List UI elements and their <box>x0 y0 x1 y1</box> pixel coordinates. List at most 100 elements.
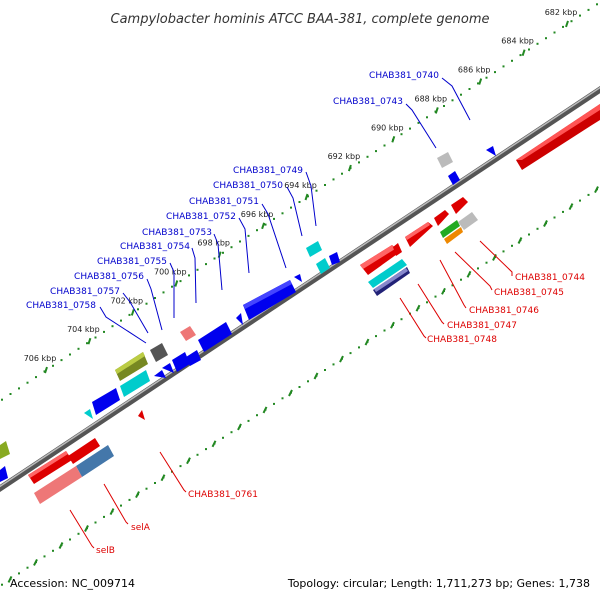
inner-tick-dash <box>543 220 548 227</box>
gene-feature-0755[interactable] <box>172 352 190 372</box>
gene-feature-0740[interactable] <box>486 146 496 156</box>
tick-dot <box>120 504 122 507</box>
tick-dot <box>485 261 488 264</box>
gene-label-0758[interactable]: CHAB381_0758 <box>26 301 96 311</box>
gene-feature-selB[interactable] <box>34 466 82 504</box>
kbp-tick <box>174 280 179 287</box>
gene-label-0750[interactable]: CHAB381_0750 <box>213 181 283 191</box>
tick-dot <box>103 330 105 333</box>
tick-dot <box>536 227 539 230</box>
tick-dot <box>536 42 539 45</box>
tick-dot <box>18 387 20 390</box>
tick-dot <box>468 88 471 90</box>
gene-label-0755[interactable]: CHAB381_0755 <box>97 257 167 267</box>
tick-dot <box>358 161 360 164</box>
tick-dot <box>154 482 156 484</box>
tick-dot <box>205 263 207 266</box>
gene-feature-0748a[interactable] <box>393 243 402 256</box>
gene-label-0753[interactable]: CHAB381_0753 <box>142 228 212 238</box>
gene-feature-0744b[interactable] <box>458 212 478 230</box>
tick-dot <box>281 397 284 400</box>
gene-label-0740[interactable]: CHAB381_0740 <box>369 71 439 81</box>
gene-feature-0758[interactable] <box>0 352 150 482</box>
gene-label-0743[interactable]: CHAB381_0743 <box>333 97 403 107</box>
tick-dot <box>9 393 12 395</box>
gene-feature-0741[interactable] <box>516 104 600 170</box>
gene-feature-0754[interactable] <box>180 326 201 366</box>
tick-dot <box>60 359 63 362</box>
kbp-tick <box>391 135 396 143</box>
topology-text: Topology: circular; Length: 1,711,273 bp… <box>287 577 590 590</box>
tick-dot <box>1 398 3 401</box>
tick-dot <box>196 268 199 271</box>
kbp-label: 706 kbp <box>24 354 57 363</box>
gene-feature-0761[interactable] <box>138 410 145 420</box>
gene-feature-0756[interactable] <box>154 363 174 378</box>
tick-dot <box>375 150 377 153</box>
label-leaders <box>69 77 513 549</box>
tick-dot <box>511 244 513 247</box>
gene-feature-0746[interactable] <box>434 210 449 226</box>
gene-label-0744[interactable]: CHAB381_0744 <box>515 273 585 283</box>
gene-label-0751[interactable]: CHAB381_0751 <box>189 197 259 207</box>
gene-label-selB[interactable]: selB <box>96 546 115 556</box>
tick-dot <box>137 308 139 311</box>
gene-label-0745[interactable]: CHAB381_0745 <box>494 288 564 298</box>
gene-feature-0750[interactable] <box>294 274 302 282</box>
gene-feature-0757[interactable] <box>150 343 168 362</box>
gene-feature-0748[interactable] <box>368 259 410 296</box>
gene-label-0746[interactable]: CHAB381_0746 <box>469 306 539 316</box>
inner-tick-dash <box>313 372 319 380</box>
kbp-label: 686 kbp <box>458 66 491 75</box>
inner-tick-dash <box>186 457 191 465</box>
tick-dot <box>553 31 556 34</box>
gene-feature-0753[interactable] <box>198 322 232 352</box>
gene-feature-0749[interactable] <box>306 241 340 274</box>
tick-dot <box>477 82 479 85</box>
gene-feature-0747[interactable] <box>360 245 400 275</box>
kbp-label: 692 kbp <box>328 152 361 161</box>
kbp-tick <box>304 193 309 201</box>
tick-dot <box>426 301 428 304</box>
gene-label-0761[interactable]: CHAB381_0761 <box>188 490 258 500</box>
tick-dot <box>358 346 360 349</box>
tick-dot <box>94 336 97 339</box>
gene-feature-selA[interactable] <box>28 438 114 484</box>
gene-feature-0752[interactable] <box>236 313 243 325</box>
tick-dot <box>222 436 224 439</box>
gene-feature-0751[interactable] <box>243 280 296 320</box>
kbp-tick <box>521 49 526 57</box>
tick-dot <box>545 37 547 40</box>
kbp-tick <box>261 222 266 230</box>
kbp-tick <box>565 20 569 28</box>
tick-dot <box>239 240 241 243</box>
gene-feature-0745[interactable] <box>405 222 433 247</box>
gene-feature-0744[interactable] <box>451 197 468 214</box>
gene-label-0749[interactable]: CHAB381_0749 <box>233 166 303 176</box>
tick-dot <box>553 216 556 219</box>
inner-tick-dash <box>594 186 599 194</box>
gene-label-0756[interactable]: CHAB381_0756 <box>74 272 144 282</box>
tick-dot <box>222 251 224 254</box>
gene-labels: CHAB381_0740 CHAB381_0743 CHAB381_0749 C… <box>26 71 585 556</box>
tick-dot <box>247 419 250 422</box>
gene-feature-0743[interactable] <box>437 152 460 185</box>
tick-dot <box>154 297 156 299</box>
tick-dot <box>171 285 173 288</box>
tick-dot <box>417 121 420 124</box>
gene-label-selA[interactable]: selA <box>131 523 151 533</box>
gene-label-0748[interactable]: CHAB381_0748 <box>427 335 497 345</box>
kbp-label: 688 kbp <box>414 94 447 103</box>
gene-label-0747[interactable]: CHAB381_0747 <box>447 321 517 331</box>
gene-label-0754[interactable]: CHAB381_0754 <box>120 242 190 252</box>
tick-dot <box>596 3 598 6</box>
gene-feature-0745b[interactable] <box>440 220 463 244</box>
tick-dot <box>179 465 182 468</box>
tick-dot <box>307 195 309 198</box>
tick-dot <box>69 538 71 541</box>
tick-dot <box>366 155 369 158</box>
gene-label-0757[interactable]: CHAB381_0757 <box>50 287 120 297</box>
tick-dot <box>528 233 530 236</box>
gene-label-0752[interactable]: CHAB381_0752 <box>166 212 236 222</box>
